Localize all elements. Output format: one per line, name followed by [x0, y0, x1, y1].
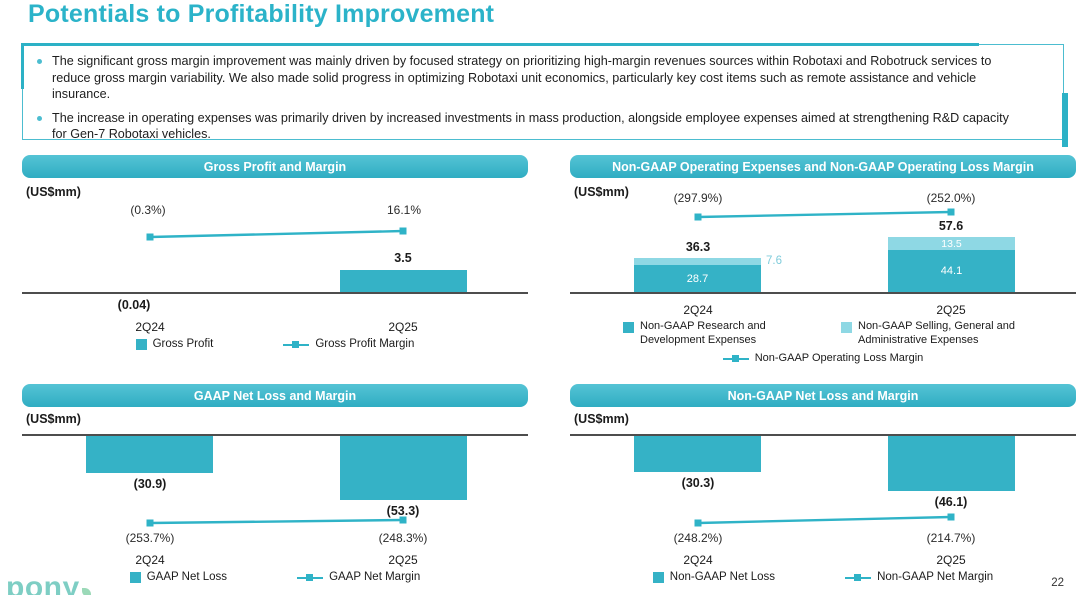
category-label: 2Q25 [388, 553, 418, 567]
legend-label: Non-GAAP Net Loss [669, 571, 776, 583]
bar-2q24-net-loss [86, 436, 213, 473]
total-label: 57.6 [938, 219, 964, 233]
chart-title: Gross Profit and Margin [22, 155, 528, 178]
legend-label: Non-GAAP Operating Loss Margin [754, 352, 924, 364]
bar-value-label: (30.3) [681, 476, 715, 490]
bullet-item: The increase in operating expenses was p… [37, 110, 1015, 143]
legend-label: Non-GAAP Research and Development Expens… [640, 320, 766, 346]
callout-accent-right [1062, 93, 1068, 147]
category-label: 2Q24 [135, 553, 165, 567]
margin-value-label: (253.7%) [125, 531, 175, 545]
chart-title: Non-GAAP Operating Expenses and Non-GAAP… [570, 155, 1076, 178]
line-marker-icon [845, 573, 872, 582]
x-axis [570, 434, 1076, 436]
chart-legend-line: Non-GAAP Operating Loss Margin [570, 352, 1076, 364]
unit-label: (US$mm) [574, 412, 629, 426]
page-title: Potentials to Profitability Improvement [28, 0, 495, 28]
highlights-box: The significant gross margin improvement… [21, 43, 1068, 147]
bar-2q25-gross-profit [340, 270, 467, 292]
chart-legend: Non-GAAP Research and Development Expens… [570, 320, 1076, 348]
bar-swatch-light-icon [841, 322, 852, 333]
chart-title: GAAP Net Loss and Margin [22, 384, 528, 407]
pony-logo-text: pony [6, 571, 80, 595]
legend-label: Gross Profit [152, 338, 214, 350]
bar-swatch-icon [623, 322, 634, 333]
page-number: 22 [1051, 577, 1064, 589]
margin-value-label: (248.2%) [673, 531, 723, 545]
category-label: 2Q24 [135, 320, 165, 334]
line-marker-icon [722, 354, 749, 363]
x-axis [22, 434, 528, 436]
bar-value-label: (0.04) [117, 298, 151, 312]
unit-label: (US$mm) [26, 185, 81, 199]
margin-value-label: 16.1% [386, 203, 422, 217]
unit-label: (US$mm) [26, 412, 81, 426]
margin-value-label: (0.3%) [130, 203, 166, 217]
bullet-icon [37, 115, 42, 121]
bar-swatch-icon [129, 571, 141, 583]
bullet-item: The significant gross margin improvement… [37, 53, 1015, 103]
x-axis [570, 292, 1076, 294]
margin-value-label: (248.3%) [378, 531, 428, 545]
bar-value-label: 3.5 [394, 251, 412, 265]
bar-2q24-sga [634, 258, 761, 265]
margin-value-label: (297.9%) [673, 191, 723, 205]
bar-2q25-net-loss [340, 436, 467, 500]
chart-panel-nongaap-net-loss: Non-GAAP Net Loss and Margin (US$mm) (30… [570, 384, 1076, 595]
unit-label: (US$mm) [574, 185, 629, 199]
legend-label: GAAP Net Loss [146, 571, 228, 583]
chart-panel-opex: Non-GAAP Operating Expenses and Non-GAAP… [570, 155, 1076, 380]
bar-2q24-rnd: 28.7 [634, 265, 761, 292]
chart-title: Non-GAAP Net Loss and Margin [570, 384, 1076, 407]
margin-value-label: (252.0%) [926, 191, 976, 205]
legend-item: Non-GAAP Selling, General and Administra… [841, 320, 1023, 348]
pony-logo: pony [6, 571, 91, 595]
legend-item: Non-GAAP Operating Loss Margin [722, 352, 924, 364]
category-label: 2Q25 [388, 320, 418, 334]
margin-value-label: (214.7%) [926, 531, 976, 545]
legend-label: Gross Profit Margin [315, 338, 415, 350]
legend-label: Non-GAAP Net Margin [877, 571, 994, 583]
callout-accent-top [22, 43, 979, 46]
bar-swatch-icon [135, 338, 147, 350]
legend-item: GAAP Net Margin [297, 571, 420, 583]
chart-legend: Gross Profit Gross Profit Margin [22, 338, 528, 350]
line-marker-icon [297, 573, 324, 582]
chart-panel-gaap-net-loss: GAAP Net Loss and Margin (US$mm) (30.9) … [22, 384, 528, 595]
bullet-text: The significant gross margin improvement… [52, 54, 992, 102]
callout-accent-left [21, 43, 24, 89]
chart-legend: Non-GAAP Net Loss Non-GAAP Net Margin [570, 571, 1076, 583]
bullet-icon [37, 59, 42, 64]
legend-item: GAAP Net Loss [129, 571, 228, 583]
bar-value-label: (30.9) [133, 477, 167, 491]
bullet-list: The significant gross margin improvement… [23, 45, 1063, 143]
bar-value-label: (53.3) [386, 504, 420, 518]
bar-2q25-sga: 13.5 [888, 237, 1015, 250]
legend-item: Non-GAAP Research and Development Expens… [623, 320, 805, 348]
bar-2q25-net-loss [888, 436, 1015, 491]
total-label: 36.3 [685, 240, 711, 254]
category-label: 2Q25 [936, 553, 966, 567]
line-marker-icon [283, 340, 310, 349]
bar-value-label: (46.1) [934, 495, 968, 509]
legend-item: Gross Profit [135, 338, 214, 350]
x-axis [22, 292, 528, 294]
legend-item: Gross Profit Margin [283, 338, 414, 350]
legend-label: Non-GAAP Selling, General and Administra… [858, 320, 1015, 346]
chart-legend: GAAP Net Loss GAAP Net Margin [22, 571, 528, 583]
category-label: 2Q24 [683, 553, 713, 567]
bar-2q24-net-loss [634, 436, 761, 472]
leaf-icon [81, 588, 91, 595]
category-label: 2Q24 [683, 303, 713, 317]
bar-2q25-rnd: 44.1 [888, 250, 1015, 292]
category-label: 2Q25 [936, 303, 966, 317]
legend-label: GAAP Net Margin [329, 571, 421, 583]
bar-value-label: 7.6 [766, 255, 782, 267]
bullet-text: The increase in operating expenses was p… [52, 110, 1009, 142]
bar-swatch-icon [652, 571, 664, 583]
legend-item: Non-GAAP Net Margin [845, 571, 993, 583]
chart-panel-gross-profit: Gross Profit and Margin (US$mm) (0.3%) 1… [22, 155, 528, 380]
legend-item: Non-GAAP Net Loss [652, 571, 776, 583]
